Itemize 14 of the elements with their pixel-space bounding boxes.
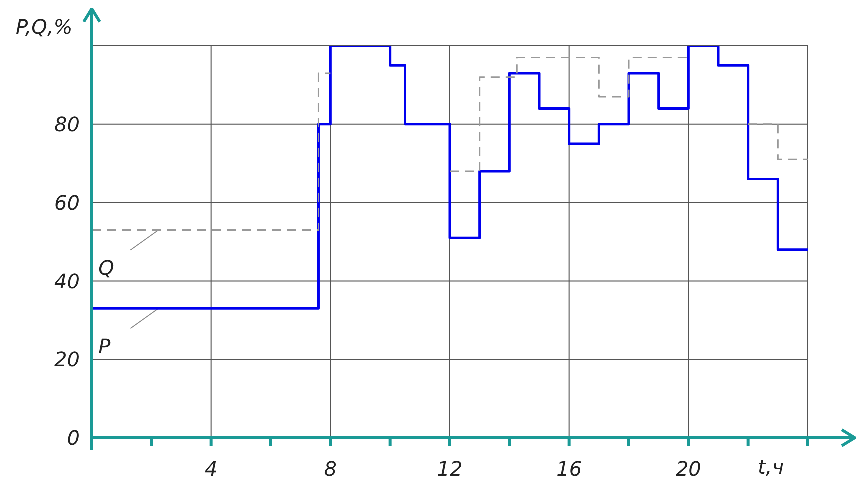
y-tick-label: 40	[54, 269, 80, 294]
series-label: P	[98, 334, 112, 359]
y-tick-label: 60	[54, 190, 80, 215]
y-tick-label: 20	[54, 348, 80, 372]
x-tick-label: 12	[437, 457, 463, 482]
x-tick-label: 4	[204, 457, 218, 482]
x-tick-label: 20	[676, 457, 702, 482]
x-axis-title: t,ч	[758, 455, 784, 479]
y-axis-title: P,Q,%	[16, 15, 73, 39]
series-label: Q	[98, 256, 114, 280]
y-tick-label: 80	[54, 112, 80, 136]
x-tick-label: 8	[324, 457, 338, 482]
y-tick-label: 0	[67, 426, 80, 450]
x-tick-label: 16	[556, 457, 582, 482]
